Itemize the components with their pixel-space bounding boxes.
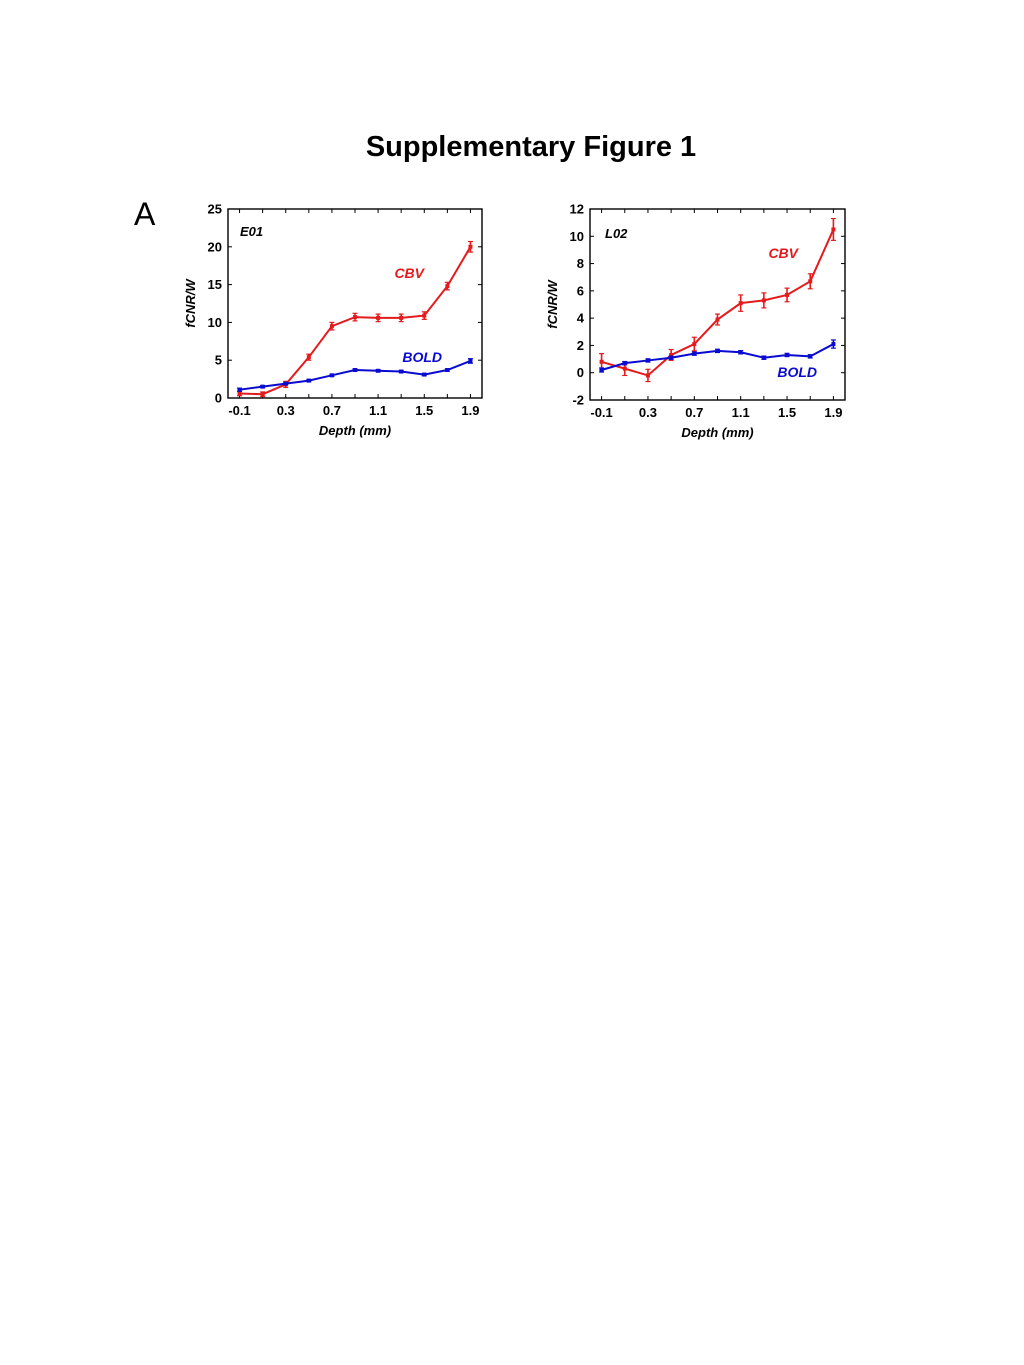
y-tick-label: 4: [577, 311, 585, 326]
series-label-bold: BOLD: [777, 364, 817, 380]
data-point: [422, 313, 427, 318]
data-point: [422, 372, 427, 377]
data-point: [376, 368, 381, 373]
data-point: [260, 392, 265, 397]
data-point: [761, 298, 766, 303]
y-axis-label: fCNR/W: [545, 279, 560, 329]
y-tick-label: 2: [577, 338, 584, 353]
y-tick-label: 0: [215, 391, 222, 406]
y-tick-label: 8: [577, 256, 584, 271]
data-point: [808, 354, 813, 359]
data-point: [831, 342, 836, 347]
y-axis-label: fCNR/W: [183, 278, 198, 328]
data-point: [622, 361, 627, 366]
x-tick-label: 0.7: [323, 403, 341, 418]
data-point: [645, 373, 650, 378]
panel-label: A: [134, 196, 156, 232]
data-point: [808, 279, 813, 284]
y-tick-label: 10: [570, 229, 584, 244]
x-tick-label: 1.5: [415, 403, 433, 418]
y-tick-label: -2: [572, 393, 584, 408]
data-point: [329, 373, 334, 378]
x-tick-label: -0.1: [590, 405, 612, 420]
data-point: [715, 317, 720, 322]
data-point: [468, 244, 473, 249]
x-tick-label: 1.5: [778, 405, 796, 420]
series-label-cbv: CBV: [394, 265, 425, 281]
panel-name: L02: [605, 226, 628, 241]
panel-name: E01: [240, 224, 263, 239]
y-tick-label: 6: [577, 283, 584, 298]
data-point: [738, 301, 743, 306]
data-point: [353, 368, 357, 373]
x-tick-label: 1.9: [461, 403, 479, 418]
data-point: [785, 352, 790, 357]
y-tick-label: 10: [208, 315, 222, 330]
data-point: [669, 355, 674, 360]
x-tick-label: 0.7: [685, 405, 703, 420]
data-point: [260, 384, 265, 389]
data-point: [599, 367, 604, 372]
y-tick-label: 15: [208, 277, 222, 292]
x-tick-label: 1.1: [732, 405, 750, 420]
y-tick-label: 25: [208, 202, 222, 217]
x-tick-label: 1.9: [824, 405, 842, 420]
data-point: [445, 368, 450, 373]
data-point: [599, 359, 604, 364]
y-tick-label: 5: [215, 353, 222, 368]
data-point: [445, 284, 450, 289]
y-tick-label: 0: [577, 365, 584, 380]
data-point: [831, 227, 836, 232]
y-tick-label: 12: [570, 202, 584, 217]
data-point: [399, 369, 404, 374]
data-point: [353, 315, 357, 320]
data-point: [738, 350, 743, 355]
series-label-cbv: CBV: [768, 245, 799, 261]
series-label-bold: BOLD: [402, 349, 442, 365]
data-point: [692, 351, 697, 356]
data-point: [237, 391, 242, 396]
x-tick-label: 0.3: [639, 405, 657, 420]
y-tick-label: 20: [208, 239, 222, 254]
x-axis-label: Depth (mm): [319, 423, 391, 438]
data-point: [645, 358, 650, 363]
x-axis-label: Depth (mm): [681, 425, 753, 440]
data-point: [468, 358, 473, 363]
data-point: [329, 324, 334, 329]
data-point: [622, 366, 627, 371]
x-tick-label: 1.1: [369, 403, 387, 418]
data-point: [692, 342, 697, 347]
data-point: [761, 355, 766, 360]
data-point: [306, 378, 311, 383]
data-point: [715, 348, 720, 353]
data-point: [669, 352, 674, 357]
data-point: [306, 355, 311, 360]
x-tick-label: 0.3: [277, 403, 295, 418]
data-point: [237, 387, 242, 392]
data-point: [785, 292, 790, 297]
data-point: [283, 381, 288, 386]
data-point: [399, 315, 404, 320]
series-line-cbv: [601, 229, 835, 377]
x-tick-label: -0.1: [228, 403, 250, 418]
figure-title: Supplementary Figure 1: [365, 131, 697, 163]
data-point: [376, 315, 381, 320]
